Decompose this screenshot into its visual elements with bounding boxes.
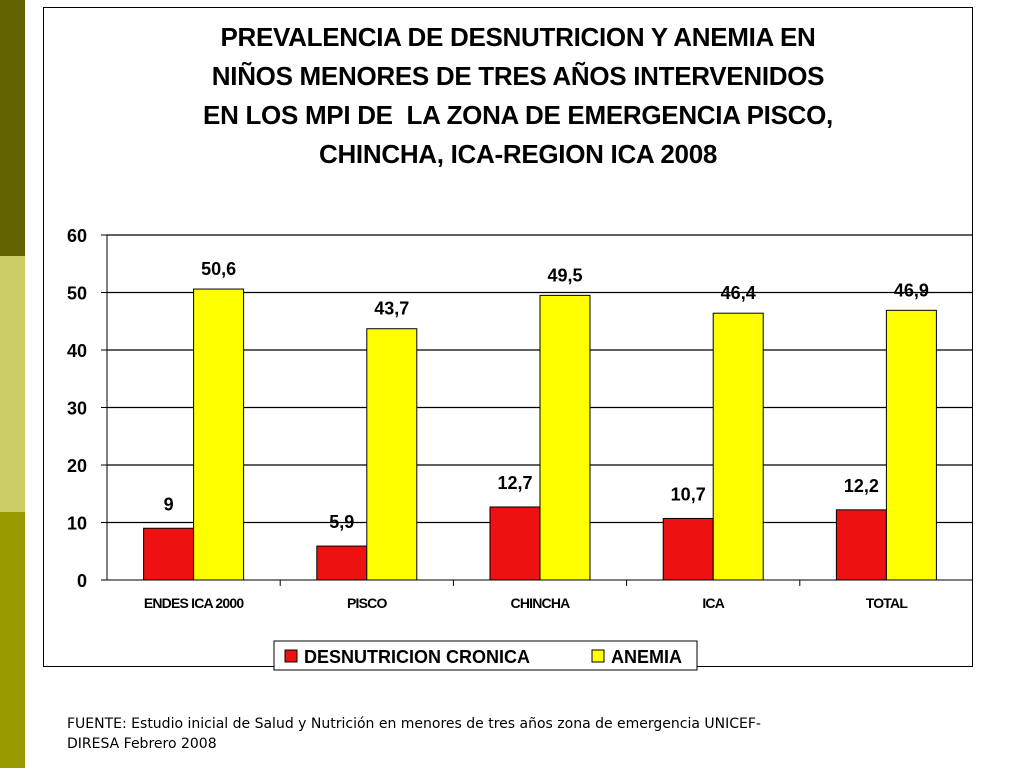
- bar: [662, 517, 714, 581]
- legend-box: [273, 640, 698, 671]
- bar: [193, 288, 245, 581]
- bar: [835, 509, 887, 581]
- chart-title-line: NIÑOS MENORES DE TRES AÑOS INTERVENIDOS: [211, 61, 825, 91]
- bar: [885, 309, 937, 581]
- x-tick-label: CHINCHA: [511, 595, 571, 611]
- chart-title-line: EN LOS MPI DE LA ZONA DE EMERGENCIA PISC…: [203, 100, 833, 130]
- legend-label: DESNUTRICION CRONICA: [304, 647, 530, 667]
- bar: [539, 294, 591, 581]
- legend-label: ANEMIA: [611, 647, 682, 667]
- legend-swatch: [284, 649, 298, 663]
- data-label: 43,7: [374, 299, 409, 319]
- legend-swatch: [591, 649, 605, 663]
- sidebar-stripe-bottom: [0, 512, 25, 768]
- x-tick-label: PISCO: [347, 595, 387, 611]
- data-label: 50,6: [201, 259, 236, 279]
- footnote-line: FUENTE: Estudio inicial de Salud y Nutri…: [67, 716, 761, 732]
- x-tick-label: TOTAL: [866, 595, 909, 611]
- y-tick-label: 10: [67, 514, 87, 534]
- footnote-line: DIRESA Febrero 2008: [67, 736, 217, 752]
- y-tick-label: 30: [67, 399, 87, 419]
- y-tick-label: 20: [67, 456, 87, 476]
- bar: [489, 506, 541, 581]
- bar: [316, 545, 368, 581]
- y-tick-label: 0: [77, 571, 87, 591]
- sidebar-stripe-top: [0, 0, 25, 256]
- data-label: 10,7: [671, 484, 706, 504]
- chart-title: PREVALENCIA DE DESNUTRICION Y ANEMIA EN …: [43, 18, 993, 174]
- data-label: 49,5: [547, 265, 582, 285]
- data-label: 46,4: [721, 283, 756, 303]
- chart-title-line: PREVALENCIA DE DESNUTRICION Y ANEMIA EN: [220, 22, 816, 52]
- sidebar-stripe-middle: [0, 256, 25, 512]
- data-label: 5,9: [329, 512, 354, 532]
- y-tick-label: 40: [67, 341, 87, 361]
- bar: [143, 527, 195, 581]
- data-label: 12,7: [497, 473, 532, 493]
- chart-title-line: CHINCHA, ICA-REGION ICA 2008: [318, 139, 718, 169]
- bar: [712, 312, 764, 581]
- y-tick-label: 60: [67, 226, 87, 246]
- data-label: 12,2: [844, 476, 879, 496]
- x-tick-label: ICA: [702, 595, 724, 611]
- source-footnote: FUENTE: Estudio inicial de Salud y Nutri…: [67, 714, 947, 754]
- x-tick-label: ENDES ICA 2000: [144, 595, 245, 611]
- data-label: 9: [164, 494, 174, 514]
- data-label: 46,9: [894, 280, 929, 300]
- y-tick-label: 50: [67, 284, 87, 304]
- bar: [366, 328, 418, 581]
